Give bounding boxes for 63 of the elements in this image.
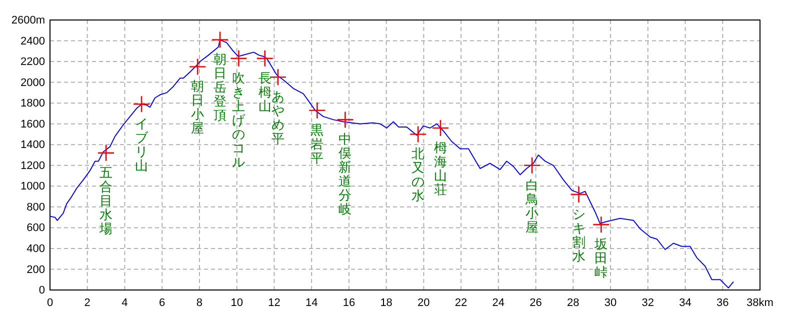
y-tick-label: 800 [26,201,45,214]
x-tick-label: 20 [418,296,430,309]
x-tick-label: 16 [342,296,356,309]
y-tick-label: 2600m [11,14,45,27]
annotation: 白鳥小屋 [524,178,539,236]
y-tick-label: 2200 [20,56,45,68]
x-tick-label: 30 [604,296,617,309]
x-tick-label: 32 [642,296,654,309]
point [523,156,541,174]
annotation: イブリ山 [135,117,150,174]
point [132,95,150,113]
x-tick-label: 22 [454,296,468,309]
y-tick-label: 0 [38,284,45,297]
annotation: あやめ平 [271,90,284,148]
x-tick-label: 10 [230,296,243,309]
point [211,31,229,48]
point [269,68,287,86]
x-tick-label: 34 [679,296,692,309]
x-tick-label: 38km [746,296,774,309]
y-tick-label: 1200 [20,160,45,172]
x-tick-label: 28 [567,296,580,309]
x-tick-label: 2 [84,296,90,309]
annotation: 黒岩平 [310,123,324,166]
x-tick-label: 24 [492,296,505,309]
point [256,50,274,68]
annotation: 中俣新道分岐 [338,132,352,218]
x-tick-label: 36 [716,296,729,309]
point [409,126,427,143]
point [230,50,248,68]
point [97,144,115,162]
annotation: 五合目水場 [98,166,113,237]
annotation: 長栂山 [258,71,272,114]
point [188,58,206,76]
point [592,216,610,234]
annotation: 吹き上げのコル [232,71,246,170]
annotation: 北又の水 [412,147,425,204]
line-series [50,39,734,288]
x-tick-label: 12 [268,296,280,309]
x-tick-label: 26 [530,296,542,309]
point [432,119,450,137]
point [570,186,588,204]
annotation: 朝日岳登頂 [214,52,227,124]
y-tick-label: 400 [26,242,45,255]
y-tick-label: 1800 [20,98,45,110]
point [336,111,354,128]
x-tick-label: 18 [380,296,392,309]
y-tick-label: 200 [26,264,45,276]
point [308,102,326,119]
x-tick-label: 6 [159,296,166,309]
annotation: シキ割水 [572,207,586,264]
annotation: 坂田峠 [594,238,608,281]
annotation: 朝日小屋 [191,80,204,137]
y-tick-label: 1000 [20,180,45,193]
y-tick-label: 2000 [20,76,45,89]
x-tick-label: 0 [46,296,54,309]
x-tick-label: 8 [196,296,203,309]
y-tick-label: 1600 [20,118,45,130]
x-tick-label: 4 [122,296,128,309]
annotation: 栂海山荘 [434,141,447,198]
x-tick-label: 14 [305,296,318,309]
y-tick-label: 1400 [20,139,45,152]
y-tick-label: 2400 [20,35,45,48]
y-tick-label: 600 [26,222,45,234]
